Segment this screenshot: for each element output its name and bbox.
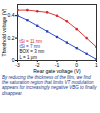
svg-text:0.4: 0.4 (8, 12, 15, 18)
svg-text:Threshold voltage (V): Threshold voltage (V) (1, 8, 7, 56)
svg-text:-3: -3 (15, 62, 20, 68)
svg-text:0: 0 (75, 62, 79, 69)
svg-text:tSi = 11 nm: tSi = 11 nm (19, 38, 43, 44)
svg-text:1: 1 (95, 62, 98, 68)
svg-text:Rear gate voltage (V): Rear gate voltage (V) (33, 68, 81, 74)
svg-text:-1: -1 (54, 62, 60, 69)
svg-text:-2: -2 (35, 62, 40, 69)
svg-text:0: 0 (12, 57, 15, 63)
svg-text:L = 1 μm: L = 1 μm (20, 55, 38, 60)
svg-text:0.2: 0.2 (8, 35, 15, 41)
svg-text:tSi = 7 nm: tSi = 7 nm (19, 44, 40, 50)
html-text:By reducing the thickness of t: By reducing the thickness of the film, w… (2, 75, 97, 96)
svg-text:BOX = 3 nm: BOX = 3 nm (19, 49, 45, 55)
